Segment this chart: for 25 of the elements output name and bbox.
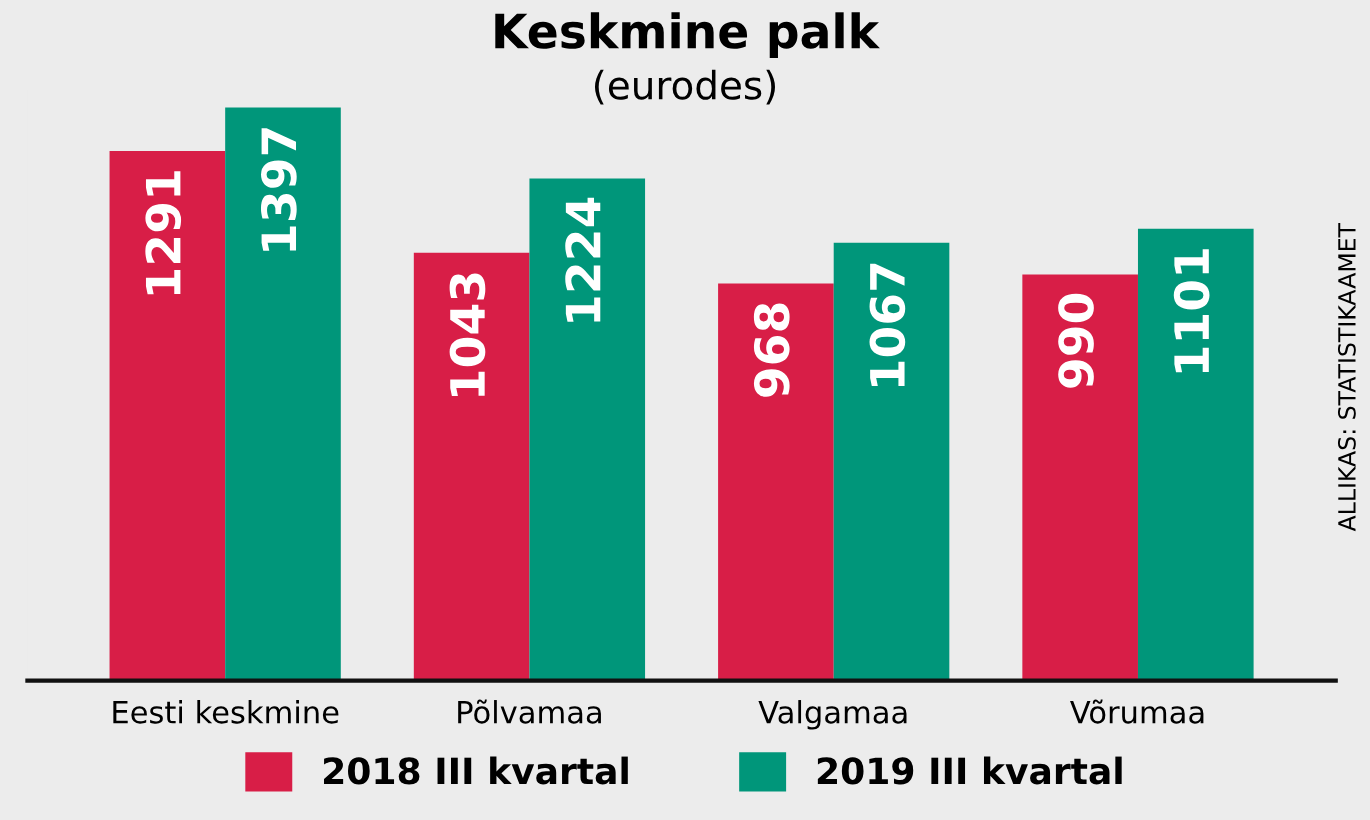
bar xyxy=(833,242,950,681)
x-tick-label: Põlvamaa xyxy=(458,699,601,724)
bar xyxy=(1022,274,1138,681)
data-label: 968 xyxy=(753,303,790,397)
chart-title: Keskmine palk xyxy=(495,12,880,58)
data-label: 1043 xyxy=(449,273,486,396)
data-label: 1397 xyxy=(260,128,297,251)
data-label: 1224 xyxy=(565,197,601,322)
bar xyxy=(109,150,226,681)
data-label: 1067 xyxy=(869,263,906,387)
bar xyxy=(413,252,530,681)
text: ALLIKAS: STATISTIKAAMET xyxy=(1337,222,1356,532)
data-label: 1101 xyxy=(1173,249,1210,373)
x-tick-label: Võrumaa xyxy=(1070,699,1204,724)
x-tick-label: Eesti keskmine xyxy=(113,700,339,724)
bar xyxy=(718,283,834,681)
legend-label: 2019 III kvartal xyxy=(817,756,1122,785)
bar xyxy=(225,107,341,681)
data-label: 1291 xyxy=(145,171,182,295)
data-label: 990 xyxy=(1058,293,1094,388)
chart-subtitle: (eurodes) xyxy=(594,69,775,105)
bar xyxy=(529,178,646,681)
bar xyxy=(1137,228,1254,681)
legend-label: 2018 III kvartal xyxy=(324,756,628,785)
x-tick-label: Valgamaa xyxy=(758,700,907,730)
